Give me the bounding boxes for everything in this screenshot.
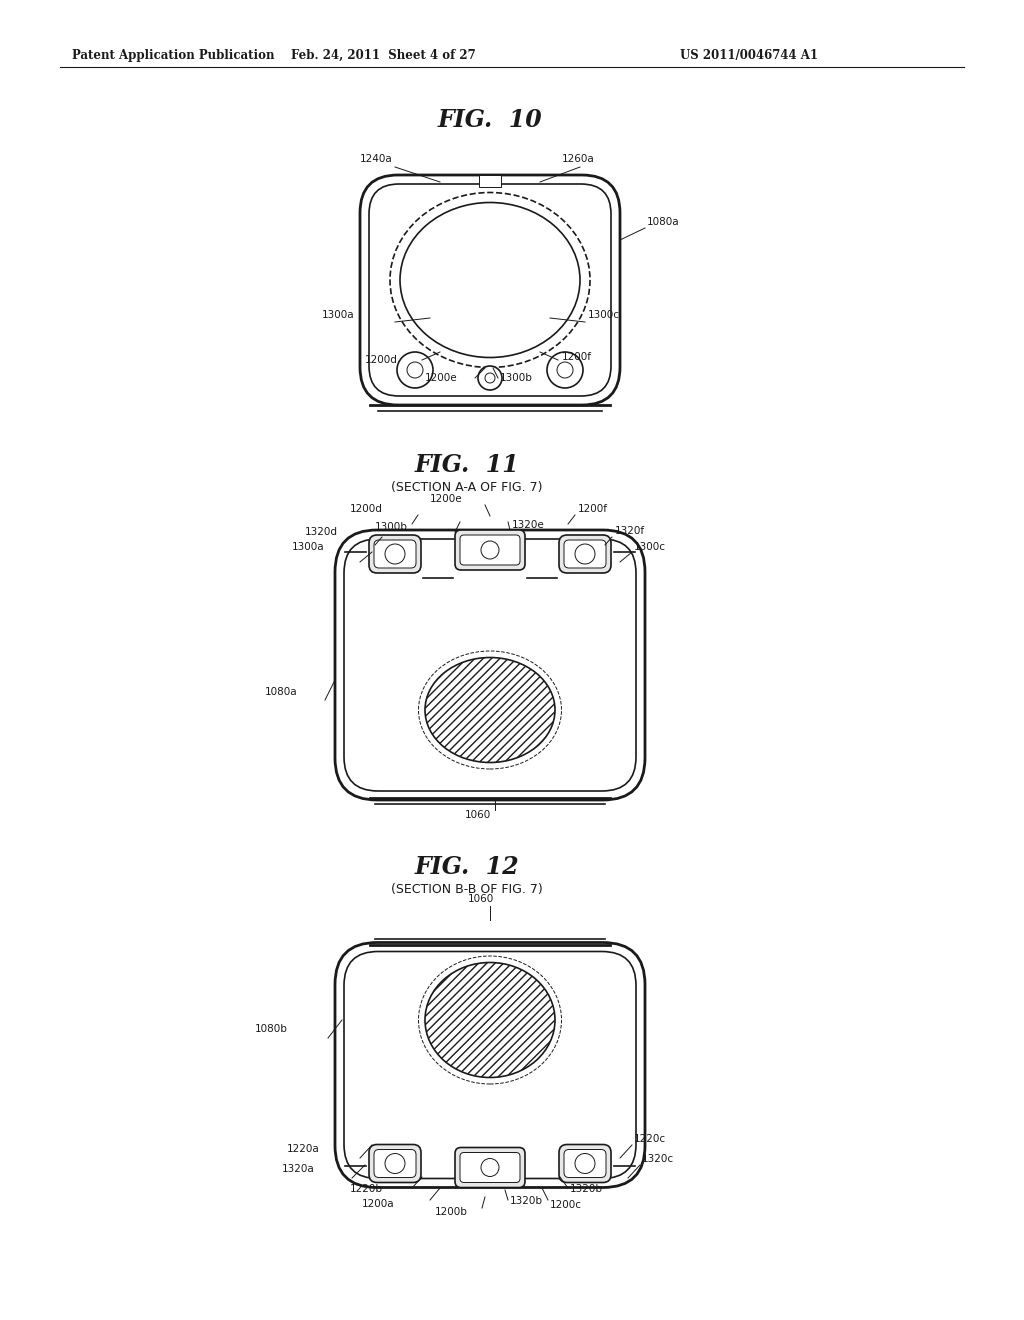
Text: US 2011/0046744 A1: US 2011/0046744 A1 [680, 49, 818, 62]
Circle shape [478, 366, 502, 389]
Text: FIG.  12: FIG. 12 [415, 855, 519, 879]
Text: Patent Application Publication: Patent Application Publication [72, 49, 274, 62]
FancyBboxPatch shape [374, 1150, 416, 1177]
Text: 1200d: 1200d [350, 504, 383, 513]
FancyBboxPatch shape [564, 1150, 606, 1177]
Text: (SECTION A-A OF FIG. 7): (SECTION A-A OF FIG. 7) [391, 482, 543, 495]
Text: 1220a: 1220a [287, 1144, 319, 1154]
Text: 1080b: 1080b [255, 1024, 288, 1034]
Text: (SECTION B-B OF FIG. 7): (SECTION B-B OF FIG. 7) [391, 883, 543, 896]
Text: 1320f: 1320f [615, 525, 645, 536]
Text: Feb. 24, 2011  Sheet 4 of 27: Feb. 24, 2011 Sheet 4 of 27 [291, 49, 475, 62]
Circle shape [481, 1159, 499, 1176]
FancyBboxPatch shape [455, 1147, 525, 1188]
Text: 1220b: 1220b [350, 1184, 383, 1195]
Text: 1300c: 1300c [588, 310, 620, 319]
Text: 1200c: 1200c [550, 1200, 582, 1210]
Text: 1200f: 1200f [578, 504, 608, 513]
Text: 1200b: 1200b [435, 1206, 468, 1217]
Text: FIG.  10: FIG. 10 [437, 108, 543, 132]
FancyBboxPatch shape [369, 535, 421, 573]
Text: 1080a: 1080a [265, 686, 298, 697]
Circle shape [575, 544, 595, 564]
Text: 1200f: 1200f [562, 352, 592, 362]
Circle shape [385, 544, 406, 564]
Text: 1320a: 1320a [282, 1164, 314, 1173]
Text: 1200d: 1200d [365, 355, 398, 366]
Text: 1300b: 1300b [375, 521, 408, 532]
Text: 1300c: 1300c [634, 543, 666, 552]
FancyBboxPatch shape [369, 1144, 421, 1183]
Text: 1200e: 1200e [430, 494, 463, 504]
Text: 1320c: 1320c [642, 1154, 674, 1164]
Ellipse shape [425, 962, 555, 1077]
FancyBboxPatch shape [374, 540, 416, 568]
Text: 1060: 1060 [468, 894, 495, 904]
Text: 1200e: 1200e [425, 374, 458, 383]
FancyBboxPatch shape [564, 540, 606, 568]
Circle shape [397, 352, 433, 388]
Circle shape [385, 1154, 406, 1173]
FancyBboxPatch shape [460, 535, 520, 565]
Text: 1220c: 1220c [634, 1134, 667, 1144]
Text: 1060: 1060 [465, 810, 492, 820]
Text: 1300b: 1300b [500, 374, 532, 383]
Text: FIG.  11: FIG. 11 [415, 453, 519, 477]
Circle shape [575, 1154, 595, 1173]
FancyBboxPatch shape [455, 531, 525, 570]
FancyBboxPatch shape [559, 1144, 611, 1183]
Ellipse shape [425, 657, 555, 763]
Text: 1300a: 1300a [292, 543, 325, 552]
FancyBboxPatch shape [460, 1152, 520, 1183]
Text: 1300a: 1300a [322, 310, 354, 319]
Text: 1320e: 1320e [512, 520, 545, 531]
FancyBboxPatch shape [559, 535, 611, 573]
Text: 1200a: 1200a [362, 1199, 394, 1209]
Circle shape [481, 541, 499, 558]
Circle shape [547, 352, 583, 388]
Text: 1260a: 1260a [562, 154, 595, 164]
Text: 1080a: 1080a [647, 216, 680, 227]
Bar [479, 176, 501, 187]
Text: 1320b: 1320b [570, 1184, 603, 1195]
Text: 1320d: 1320d [305, 527, 338, 537]
Text: 1320b: 1320b [510, 1196, 543, 1206]
Text: 1240a: 1240a [360, 154, 393, 164]
